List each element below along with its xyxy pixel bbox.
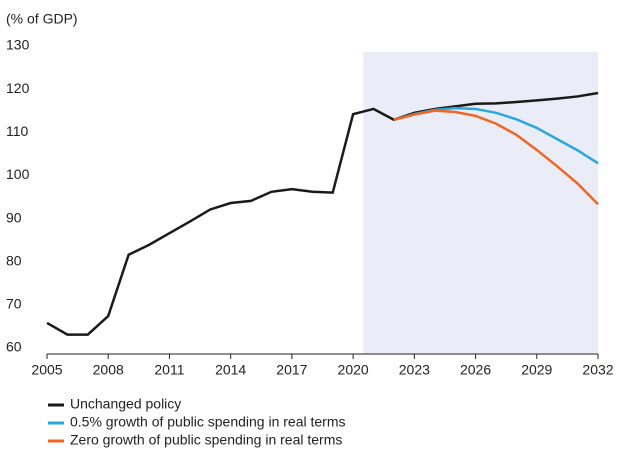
x-tick-label: 2011 <box>154 362 184 378</box>
x-tick-label: 2020 <box>338 362 369 378</box>
x-tick-label: 2017 <box>276 362 307 378</box>
y-tick-label: 110 <box>6 123 29 139</box>
y-tick-label: 60 <box>6 339 22 355</box>
y-tick-label: 130 <box>6 37 30 53</box>
x-tick-label: 2026 <box>460 362 491 378</box>
legend-label: Unchanged policy <box>70 396 181 412</box>
x-tick-label: 2005 <box>31 362 62 378</box>
x-tick-label: 2014 <box>215 362 246 378</box>
series-line <box>46 91 599 336</box>
x-tick-label: 2023 <box>399 362 430 378</box>
x-tick-label: 2029 <box>521 362 552 378</box>
y-tick-label: 120 <box>6 80 30 96</box>
y-tick-label: 70 <box>6 296 22 312</box>
series-line <box>393 109 599 206</box>
legend-label: 0.5% growth of public spending in real t… <box>70 414 345 430</box>
y-tick-label: 90 <box>6 209 22 225</box>
y-tick-label: 100 <box>6 166 30 182</box>
projection-shade <box>363 52 598 354</box>
y-tick-label: 80 <box>6 252 22 268</box>
legend-label: Zero growth of public spending in real t… <box>70 432 342 448</box>
x-tick-label: 2032 <box>582 362 613 378</box>
chart-subtitle: (% of GDP) <box>6 11 78 27</box>
x-tick-label: 2008 <box>93 362 124 378</box>
